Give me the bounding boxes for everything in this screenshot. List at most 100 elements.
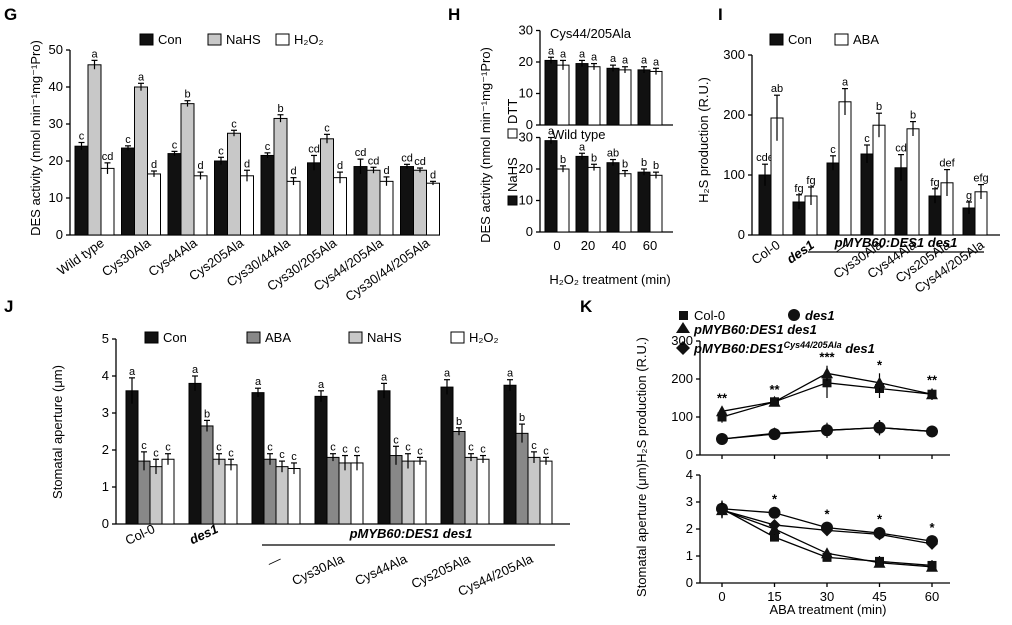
k-bottom-point-triangle	[926, 560, 938, 572]
g-bar	[426, 182, 440, 236]
j-legend-label: H₂O₂	[469, 330, 499, 345]
g-significance-letter: a	[91, 48, 98, 60]
k-x-tick-label: 30	[820, 589, 834, 604]
j-x-tick-label: Cys30Ala	[290, 551, 347, 588]
h-bar	[618, 69, 632, 126]
h-x-tick-label: 60	[643, 238, 657, 253]
g-significance-letter: c	[172, 139, 178, 151]
j-significance-letter: c	[330, 442, 336, 454]
g-bar	[240, 175, 254, 236]
h-bar	[618, 173, 632, 233]
h-bar	[649, 174, 663, 233]
panel-label-h: H	[448, 5, 460, 24]
k-x-tick-label: 0	[718, 589, 725, 604]
h-legend-dtt-swatch	[507, 128, 518, 139]
k-top-y-tick-label: 200	[671, 371, 693, 386]
g-significance-letter: a	[138, 71, 145, 83]
g-significance-letter: c	[324, 122, 330, 134]
i-bar	[906, 128, 920, 236]
j-significance-letter: c	[393, 434, 399, 446]
h-significance-letter: b	[622, 159, 628, 171]
i-x-tick-label: des1	[784, 237, 817, 266]
g-bar	[400, 166, 414, 236]
g-bar	[193, 175, 208, 236]
g-bar	[134, 86, 148, 236]
g-bar	[366, 169, 381, 236]
j-significance-letter: c	[165, 442, 171, 454]
k-x-tick-label: 15	[767, 589, 781, 604]
j-significance-letter: c	[543, 445, 549, 457]
j-bar	[287, 468, 301, 525]
g-significance-letter: d	[337, 160, 343, 172]
panel-label-g: G	[4, 5, 17, 24]
g-significance-letter: c	[218, 145, 224, 157]
h-y-tick-label: 20	[519, 54, 533, 69]
k-top-significance: **	[717, 391, 728, 406]
j-legend-swatch	[450, 331, 465, 344]
j-bar	[515, 432, 529, 525]
j-significance-letter: c	[267, 442, 273, 454]
g-significance-letter: cd	[414, 156, 426, 168]
i-significance-letter: fg	[794, 183, 803, 195]
g-bar	[147, 173, 161, 236]
h-y-tick-label: 0	[526, 117, 533, 132]
g-y-tick-label: 20	[49, 153, 63, 168]
g-significance-letter: b	[184, 89, 190, 101]
j-significance-letter: c	[417, 445, 423, 457]
j-group-label: pMYB60:DES1 des1	[349, 526, 473, 541]
g-significance-letter: d	[151, 159, 157, 171]
j-significance-letter: a	[318, 379, 325, 391]
i-significance-letter: g	[966, 190, 972, 202]
g-significance-letter: c	[265, 141, 271, 153]
j-x-tick-label: des1	[187, 521, 220, 547]
k-legend-pmyb-marker	[676, 322, 690, 333]
g-bar	[74, 145, 89, 236]
h-title-top: Cys44/205Ala	[550, 26, 632, 41]
i-significance-letter: fg	[930, 177, 939, 189]
h-bar	[587, 66, 601, 126]
g-significance-letter: c	[79, 131, 85, 143]
h-significance-letter: b	[591, 152, 597, 164]
g-bar	[167, 153, 182, 236]
j-bar	[314, 395, 328, 525]
i-legend-label: Con	[788, 32, 812, 47]
h-y-tick-label: 30	[519, 23, 533, 38]
h-y-tick-label: 0	[526, 224, 533, 239]
h-x-axis-title: H₂O₂ treatment (min)	[549, 272, 670, 287]
k-bottom-significance: *	[772, 491, 778, 506]
h-bar	[544, 59, 558, 126]
g-bar	[333, 177, 347, 236]
k-top-point-triangle	[873, 376, 886, 388]
g-x-tick-label: Cys30/44/205Ala	[343, 235, 433, 305]
k-x-tick-label: 45	[872, 589, 886, 604]
g-legend-label: NaHS	[226, 32, 261, 47]
h-x-tick-label: 0	[553, 238, 560, 253]
i-legend-label: ABA	[853, 32, 879, 47]
h-y-tick-label: 10	[519, 86, 533, 101]
i-group-label: pMYB60:DES1 des1	[834, 235, 958, 250]
g-y-tick-label: 30	[49, 116, 63, 131]
i-y-tick-label: 200	[723, 107, 745, 122]
j-bar	[275, 466, 289, 525]
g-bar	[121, 147, 135, 236]
h-bar	[544, 140, 558, 233]
j-x-tick-label: —	[265, 551, 283, 570]
j-significance-letter: c	[468, 442, 474, 454]
k-bottom-point-diamond	[873, 528, 886, 541]
h-significance-letter: a	[622, 55, 629, 67]
h-legend-nahs-label: NaHS	[505, 157, 520, 192]
g-y-tick-label: 10	[49, 190, 63, 205]
j-y-tick-label: 5	[102, 331, 109, 346]
g-bar	[180, 103, 195, 236]
k-x-tick-label: 60	[925, 589, 939, 604]
h-significance-letter: a	[641, 55, 648, 67]
j-bar	[212, 458, 226, 525]
k-top-point-triangle	[768, 395, 781, 407]
k-bottom-y-tick-label: 4	[686, 467, 693, 482]
i-significance-letter: efg	[973, 173, 988, 185]
j-bar	[350, 462, 364, 525]
k-bottom-point-triangle	[873, 556, 886, 568]
i-y-tick-label: 0	[738, 227, 745, 242]
g-y-tick-label: 0	[56, 227, 63, 242]
